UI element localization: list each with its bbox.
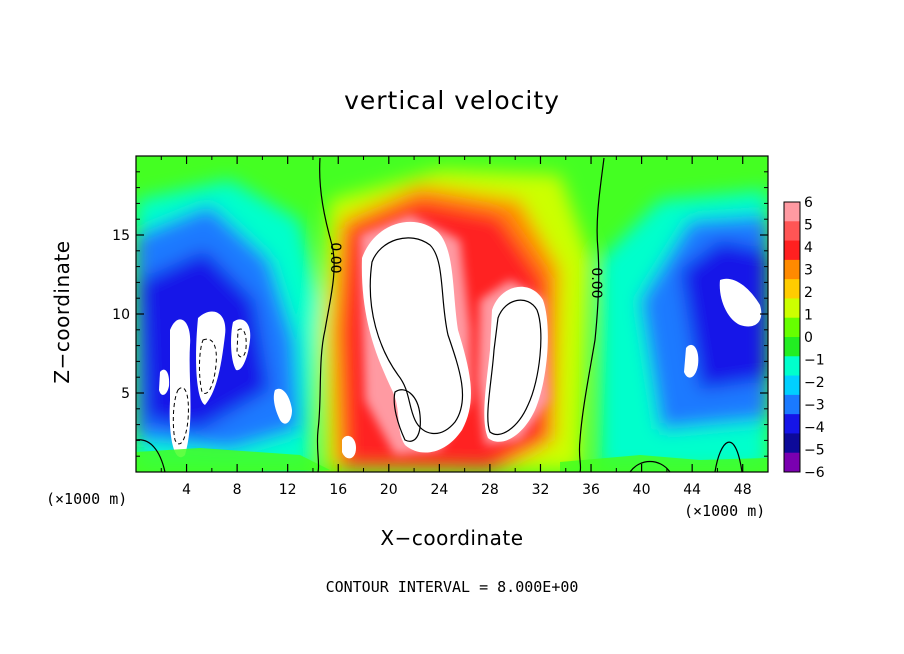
y-tick-label: 5 — [121, 386, 130, 402]
x-tick-label: 48 — [734, 482, 752, 498]
y-tick-label: 10 — [112, 307, 130, 323]
white-core-left-5 — [159, 369, 170, 395]
white-core-center — [361, 221, 471, 453]
white-core-right — [484, 286, 548, 442]
y-axis-ticks: 5 10 15 — [112, 171, 768, 457]
white-core-small-1 — [342, 435, 356, 459]
contour-bottom-right-2 — [714, 441, 743, 472]
contour-label-right: 0.00 — [588, 267, 604, 298]
x-tick-label: 16 — [329, 482, 347, 498]
colorbar-swatch — [784, 240, 800, 261]
colorbar-swatch — [784, 221, 800, 242]
colorbar-label: −4 — [804, 420, 825, 436]
white-core-left-3 — [231, 319, 251, 371]
contour-interval-note: CONTOUR INTERVAL = 8.000E+00 — [325, 578, 579, 596]
x-tick-label: 32 — [532, 482, 550, 498]
x-tick-label: 28 — [481, 482, 499, 498]
x-axis-ticks: 4 8 12 16 20 24 28 32 36 40 44 48 — [160, 156, 752, 498]
colorbar-swatch — [784, 259, 800, 280]
colorbar-swatch — [784, 433, 800, 454]
colorbar-label: 6 — [804, 195, 813, 211]
colorbar-label: 4 — [804, 240, 813, 256]
colorbar-label: −2 — [804, 375, 825, 391]
chart-title: vertical velocity — [344, 86, 560, 115]
x-tick-label: 36 — [582, 482, 600, 498]
contour-positive-center — [369, 237, 464, 434]
contour-positive-right — [487, 299, 542, 435]
colorbar-frame — [783, 201, 801, 473]
colorbar-label: −5 — [804, 443, 825, 459]
colorbar-swatch — [784, 298, 800, 319]
contour-positive-inner — [393, 389, 421, 442]
colorbar-swatch — [784, 356, 800, 377]
colorbar-label: −3 — [804, 398, 825, 414]
colorbar-label: 2 — [804, 285, 813, 301]
contour-negative-3 — [236, 328, 247, 358]
colorbar-swatch — [784, 279, 800, 299]
x-tick-label: 44 — [683, 482, 701, 498]
colorbar-label: −6 — [804, 465, 825, 481]
dark-blue-region-right — [680, 240, 768, 390]
velocity-field — [136, 156, 768, 472]
contour-zero-left — [316, 157, 335, 472]
x-tick-label: 12 — [279, 482, 297, 498]
y-axis-label: Z−coordinate — [50, 240, 74, 384]
colorbar-swatch — [784, 317, 800, 338]
green-strip-bottom — [136, 448, 330, 472]
colorbar-label: 1 — [804, 308, 813, 324]
colorbar-swatch — [784, 414, 800, 434]
contour-negative-2 — [199, 338, 217, 394]
white-core-right-1 — [719, 278, 762, 327]
white-core-left-2 — [196, 311, 226, 405]
colorbar-swatch — [784, 452, 800, 473]
x-tick-label: 40 — [633, 482, 651, 498]
white-core-right-2 — [684, 344, 699, 378]
x-tick-label: 24 — [430, 482, 448, 498]
x-axis-label: X−coordinate — [380, 526, 524, 550]
colorbar-swatch — [784, 394, 800, 415]
colorbar-swatch — [784, 337, 800, 357]
colorbar-label: −1 — [804, 353, 825, 369]
contour-negative-1 — [172, 387, 189, 445]
colorbar-swatch — [784, 202, 800, 222]
colorbar-label: 5 — [804, 218, 813, 234]
x-tick-label: 4 — [182, 482, 191, 498]
x-tick-label: 8 — [233, 482, 242, 498]
y-tick-label: 15 — [112, 228, 130, 244]
white-core-left-4 — [273, 388, 292, 424]
x-unit-label-left: (×1000 m) — [46, 490, 128, 508]
colorbar-label: 3 — [804, 263, 813, 279]
x-unit-label-right: (×1000 m) — [684, 502, 766, 520]
contour-zero-right — [578, 157, 605, 472]
contour-label-left: 0.00 — [327, 242, 343, 273]
x-tick-label: 20 — [380, 482, 398, 498]
colorbar-label: 0 — [804, 330, 813, 346]
colorbar-swatch — [784, 375, 800, 396]
colorbar: 6 5 4 3 2 1 0 −1 −2 −3 −4 −5 −6 — [783, 195, 825, 481]
